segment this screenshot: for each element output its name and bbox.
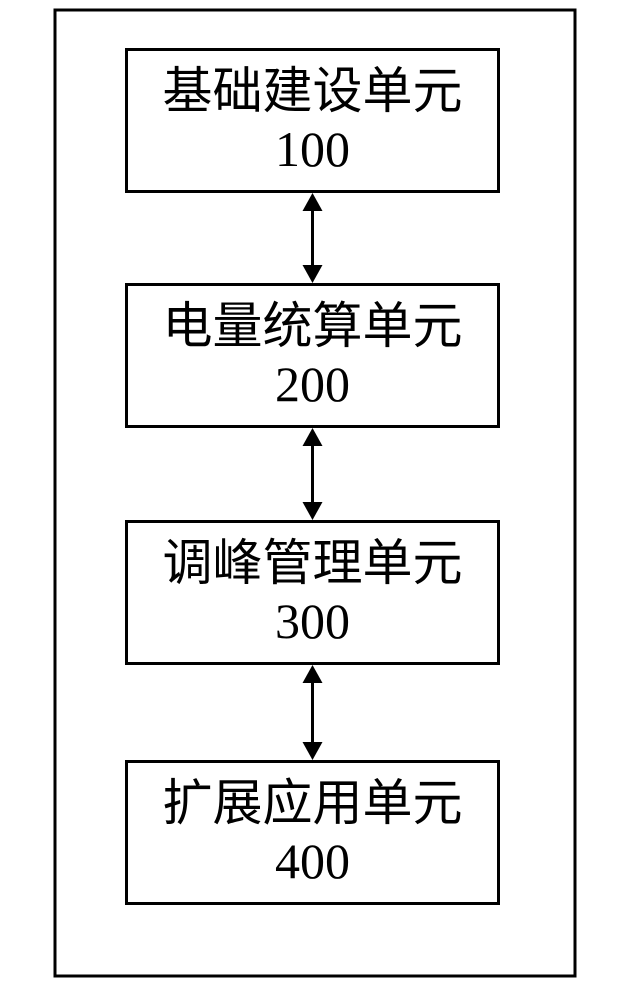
arrowhead-icon — [303, 665, 323, 683]
arrowhead-icon — [303, 193, 323, 211]
arrowhead-icon — [303, 502, 323, 520]
arrowhead-icon — [303, 742, 323, 760]
flow-node-n2: 电量统算单元200 — [125, 283, 500, 428]
flow-node-n4: 扩展应用单元400 — [125, 760, 500, 905]
node-label: 调峰管理单元 — [163, 535, 463, 593]
node-number: 400 — [275, 833, 350, 891]
diagram-canvas: 基础建设单元100 电量统算单元200 调峰管理单元300 扩展应用单元400 — [0, 0, 627, 1000]
node-number: 200 — [275, 356, 350, 414]
node-label: 电量统算单元 — [163, 298, 463, 356]
node-number: 300 — [275, 593, 350, 651]
node-number: 100 — [275, 121, 350, 179]
node-label: 扩展应用单元 — [163, 775, 463, 833]
flow-node-n1: 基础建设单元100 — [125, 48, 500, 193]
node-label: 基础建设单元 — [163, 63, 463, 121]
arrowhead-icon — [303, 265, 323, 283]
flow-node-n3: 调峰管理单元300 — [125, 520, 500, 665]
arrowhead-icon — [303, 428, 323, 446]
